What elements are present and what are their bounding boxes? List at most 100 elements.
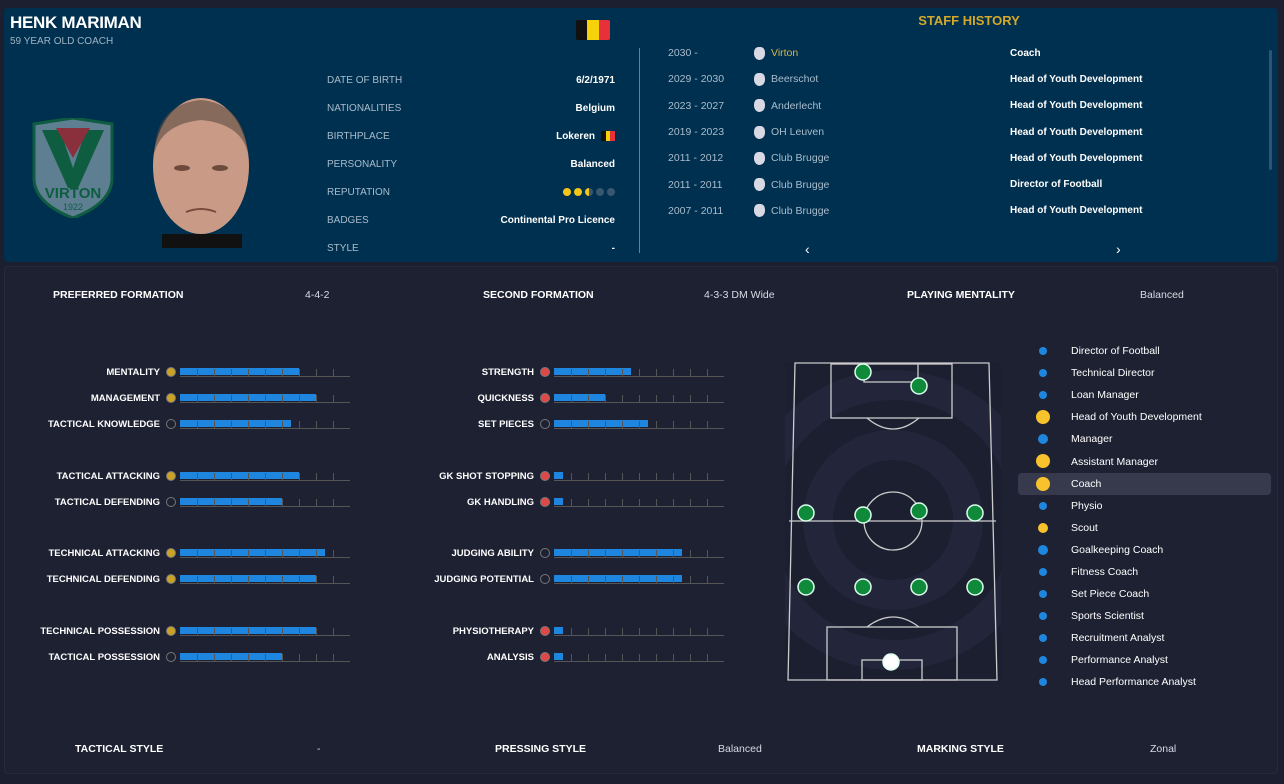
bar-tick (282, 628, 283, 636)
role-item[interactable]: Recruitment Analyst (1018, 627, 1271, 649)
bar-tick (299, 473, 300, 481)
role-label: Fitness Coach (1071, 565, 1139, 578)
club-name[interactable]: Anderlecht (771, 99, 822, 112)
history-club[interactable]: Club Brugge (754, 204, 1010, 218)
attribute-progress-icon (166, 626, 176, 636)
bar-tick (248, 499, 249, 507)
role-item[interactable]: Goalkeeping Coach (1018, 539, 1271, 561)
bar-tick (214, 576, 215, 584)
history-club[interactable]: Club Brugge (754, 151, 1010, 165)
history-row[interactable]: 2019 - 2023 OH Leuven Head of Youth Deve… (668, 119, 1208, 145)
pressing-style-value: Balanced (718, 743, 762, 755)
suitability-dot-icon (1036, 410, 1050, 425)
attribute-bar-fill (180, 549, 325, 556)
role-label: Coach (1071, 477, 1102, 490)
history-row[interactable]: 2029 - 2030 Beerschot Head of Youth Deve… (668, 66, 1208, 92)
club-badge-icon (754, 125, 765, 139)
bar-tick (333, 395, 334, 403)
role-item[interactable]: Coach (1018, 472, 1271, 495)
suitability-dot-icon (1039, 369, 1047, 378)
bar-tick (333, 576, 334, 584)
role-item[interactable]: Head of Youth Development (1018, 406, 1271, 428)
attribute-row: SET PIECES (380, 417, 724, 431)
attribute-name: QUICKNESS (477, 392, 534, 404)
bar-tick (622, 369, 623, 377)
bar-tick (248, 550, 249, 558)
preferred-formation-value: 4-4-2 (305, 289, 330, 301)
history-years: 2029 - 2030 (668, 73, 725, 86)
history-prev-button[interactable]: ‹ (805, 241, 810, 257)
reputation-star-icon (585, 188, 593, 196)
bar-tick (571, 421, 572, 429)
bar-tick (231, 395, 232, 403)
attribute-name: TECHNICAL DEFENDING (46, 573, 160, 585)
player-marker (910, 502, 928, 520)
role-item[interactable]: Head Performance Analyst (1018, 671, 1271, 693)
bar-tick (282, 421, 283, 429)
history-club[interactable]: Club Brugge (754, 178, 1010, 192)
player-marker (797, 504, 815, 522)
info-label: DATE OF BIRTH (327, 74, 403, 86)
history-club[interactable]: Virton (754, 46, 1010, 60)
role-item[interactable]: Technical Director (1018, 362, 1271, 384)
role-item[interactable]: Set Piece Coach (1018, 583, 1271, 605)
club-name[interactable]: Virton (771, 47, 799, 60)
bar-tick (231, 654, 232, 662)
suitability-dot-icon (1038, 434, 1048, 445)
club-name[interactable]: OH Leuven (771, 126, 825, 139)
role-item[interactable]: Fitness Coach (1018, 561, 1271, 583)
history-role: Head of Youth Development (1010, 73, 1143, 85)
bar-tick (690, 369, 691, 377)
attribute-row: TACTICAL POSSESSION (6, 650, 350, 664)
role-item[interactable]: Assistant Manager (1018, 450, 1271, 472)
attribute-bar-fill (554, 368, 631, 375)
info-value-text: Balanced (570, 158, 615, 170)
history-row[interactable]: 2030 - Virton Coach (668, 40, 1208, 66)
attribute-row: TACTICAL KNOWLEDGE (6, 417, 350, 431)
bar-tick (571, 654, 572, 662)
attribute-row: TECHNICAL ATTACKING (6, 546, 350, 560)
club-name[interactable]: Club Brugge (771, 178, 830, 191)
history-club[interactable]: Anderlecht (754, 99, 1010, 113)
attribute-bar (180, 652, 350, 662)
attribute-bar-fill (554, 653, 563, 660)
bar-tick (248, 395, 249, 403)
goalkeeper-marker (882, 653, 900, 671)
attribute-progress-icon (540, 393, 550, 403)
nationality-flag[interactable] (576, 20, 610, 40)
history-club[interactable]: Beerschot (754, 72, 1010, 86)
suitability-dot-icon (1039, 612, 1047, 621)
role-item[interactable]: Physio (1018, 495, 1271, 517)
club-name[interactable]: Beerschot (771, 73, 819, 86)
role-label: Goalkeeping Coach (1071, 543, 1164, 556)
role-label: Technical Director (1071, 367, 1155, 380)
club-name[interactable]: Club Brugge (771, 204, 830, 217)
attribute-progress-icon (166, 367, 176, 377)
info-value-text: Continental Pro Licence (500, 214, 615, 226)
club-crest[interactable]: VIRTON 1922 (30, 118, 116, 218)
bar-tick (605, 369, 606, 377)
history-club[interactable]: OH Leuven (754, 125, 1010, 139)
history-row[interactable]: 2007 - 2011 Club Brugge Head of Youth De… (668, 198, 1208, 224)
role-item[interactable]: Performance Analyst (1018, 649, 1271, 671)
history-role: Head of Youth Development (1010, 126, 1143, 138)
divider (639, 48, 640, 253)
role-item[interactable]: Sports Scientist (1018, 605, 1271, 627)
role-item[interactable]: Scout (1018, 517, 1271, 539)
history-row[interactable]: 2023 - 2027 Anderlecht Head of Youth Dev… (668, 93, 1208, 119)
bar-tick (231, 550, 232, 558)
attribute-bar-fill (554, 394, 605, 401)
history-row[interactable]: 2011 - 2012 Club Brugge Head of Youth De… (668, 145, 1208, 171)
staff-history-title: STAFF HISTORY (918, 13, 1020, 28)
info-value: - (612, 243, 615, 254)
bar-tick (588, 654, 589, 662)
role-item[interactable]: Director of Football (1018, 340, 1271, 362)
role-item[interactable]: Loan Manager (1018, 384, 1271, 406)
bar-tick (282, 395, 283, 403)
history-scrollbar[interactable] (1269, 50, 1272, 170)
attribute-name: MANAGEMENT (90, 392, 160, 404)
role-item[interactable]: Manager (1018, 428, 1271, 450)
club-name[interactable]: Club Brugge (771, 152, 830, 165)
history-row[interactable]: 2011 - 2011 Club Brugge Director of Foot… (668, 171, 1208, 197)
history-next-button[interactable]: › (1116, 241, 1121, 257)
